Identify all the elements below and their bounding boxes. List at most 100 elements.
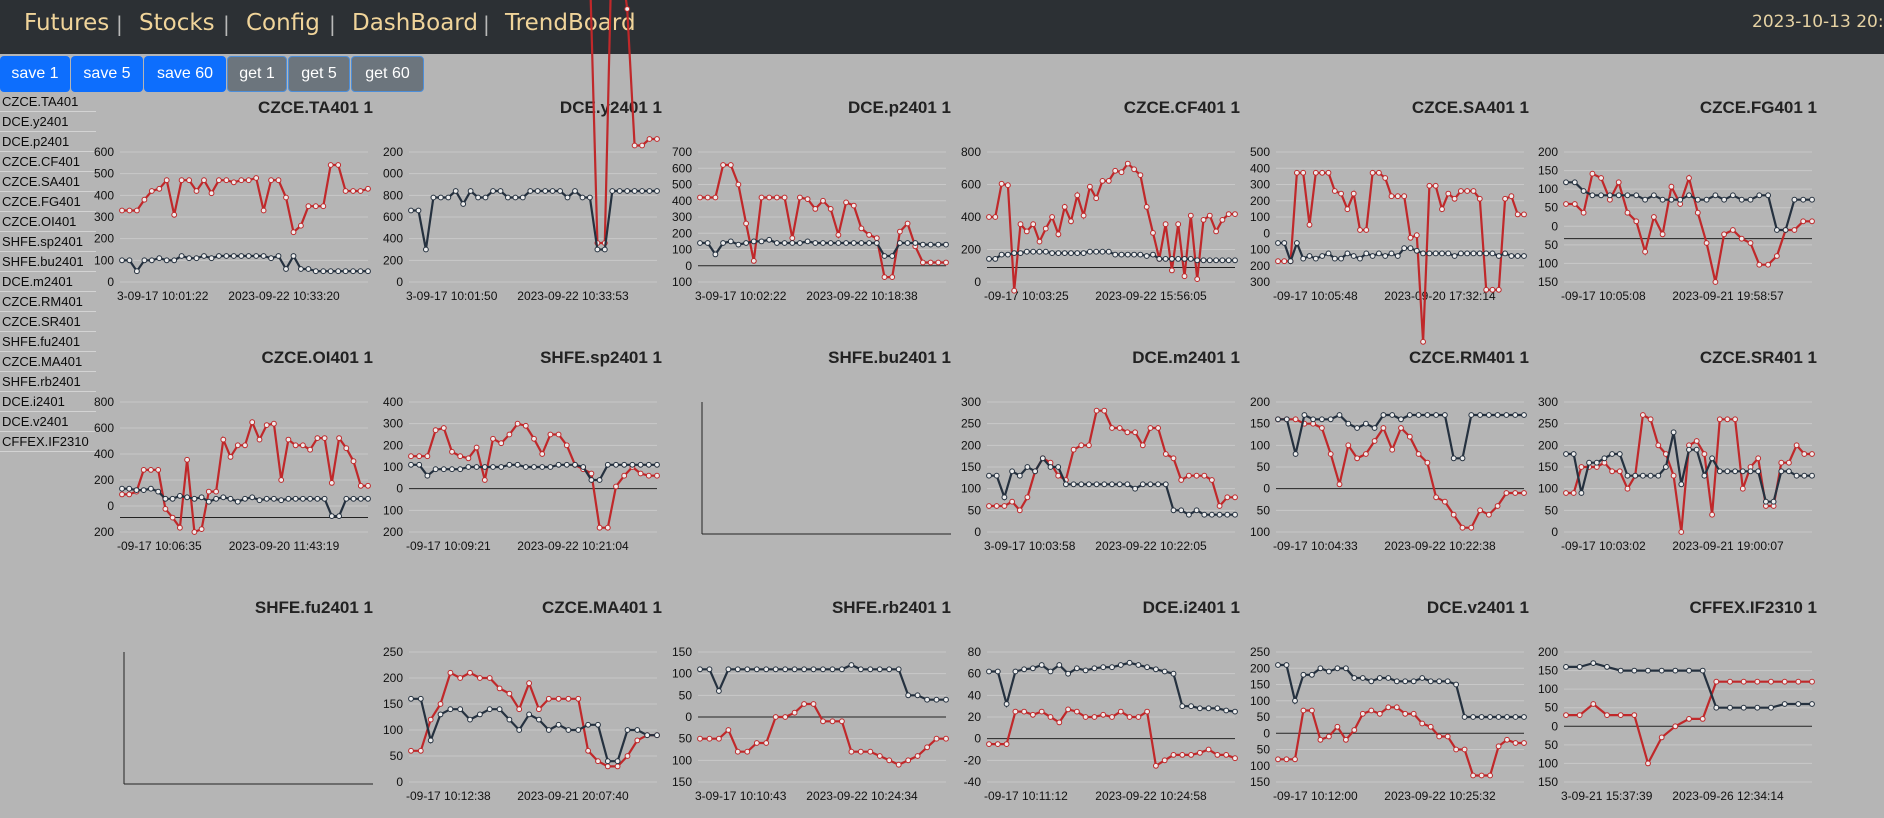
data-point: [1624, 472, 1631, 479]
data-point: [1385, 675, 1392, 681]
data-point: [1143, 204, 1150, 210]
data-point: [1521, 412, 1527, 418]
sidebar-item-dce-v2401[interactable]: DCE.v2401: [0, 412, 96, 432]
data-point: [424, 453, 431, 460]
x-tick-label: 2023-09-22 10:22:38: [1384, 539, 1496, 553]
sidebar-item-czce-oi401[interactable]: CZCE.OI401: [0, 212, 96, 232]
data-point: [1116, 481, 1123, 488]
sidebar-item-czce-sa401[interactable]: CZCE.SA401: [0, 172, 96, 192]
y-tick-label: 200: [383, 145, 403, 159]
data-point: [1310, 416, 1316, 423]
data-point: [1099, 248, 1106, 255]
data-point: [1292, 756, 1298, 763]
data-point: [920, 259, 926, 266]
data-point: [1478, 714, 1485, 720]
y-tick-label: 400: [961, 210, 981, 224]
data-point: [512, 194, 519, 201]
data-point: [827, 240, 834, 246]
data-point: [1476, 250, 1483, 257]
data-point: [563, 461, 570, 468]
data-point: [1795, 701, 1802, 707]
data-point: [1357, 227, 1363, 233]
nav-stocks[interactable]: Stocks: [139, 10, 215, 36]
get-5-button[interactable]: get 5: [288, 56, 350, 92]
data-point: [408, 453, 414, 460]
y-tick-label: 100: [1250, 525, 1270, 539]
data-point: [1495, 253, 1502, 259]
data-point: [1487, 714, 1493, 720]
get-60-button[interactable]: get 60: [351, 56, 424, 92]
data-point: [1012, 708, 1019, 715]
data-point: [1809, 196, 1815, 203]
y-tick-label: 200: [1250, 661, 1270, 675]
data-point: [1686, 667, 1692, 674]
data-point: [588, 470, 595, 477]
sidebar-item-cffex-if2310[interactable]: CFFEX.IF2310: [0, 432, 96, 452]
sidebar-item-dce-p2401[interactable]: DCE.p2401: [0, 132, 96, 152]
data-point: [1647, 416, 1654, 423]
data-point: [1144, 708, 1150, 715]
nav-dashboard[interactable]: DashBoard: [352, 10, 478, 36]
sidebar-item-czce-rm401[interactable]: CZCE.RM401: [0, 292, 96, 312]
data-point: [1413, 247, 1420, 254]
nav-futures[interactable]: Futures: [24, 10, 110, 36]
x-tick-label: 3-09-17 10:01:22: [117, 289, 209, 303]
get-1-button[interactable]: get 1: [227, 56, 287, 92]
sidebar-item-shfe-sp2401[interactable]: SHFE.sp2401: [0, 232, 96, 252]
data-point: [1354, 425, 1360, 431]
data-point: [268, 255, 275, 262]
data-point: [866, 232, 872, 238]
sidebar-item-dce-y2401[interactable]: DCE.y2401: [0, 112, 96, 132]
data-point: [1394, 193, 1401, 200]
data-point: [735, 241, 742, 248]
data-point: [1663, 464, 1669, 470]
data-point: [839, 718, 845, 725]
data-point: [526, 711, 532, 718]
data-point: [457, 675, 464, 681]
data-point: [1642, 248, 1648, 255]
sidebar-item-shfe-fu2401[interactable]: SHFE.fu2401: [0, 332, 96, 352]
data-point: [1338, 255, 1344, 262]
data-point: [654, 461, 660, 468]
sidebar-item-shfe-bu2401[interactable]: SHFE.bu2401: [0, 252, 96, 272]
data-point: [1225, 211, 1232, 218]
save-1-button[interactable]: save 1: [0, 56, 70, 92]
sidebar-item-czce-fg401[interactable]: CZCE.FG401: [0, 192, 96, 212]
data-point: [1344, 250, 1351, 257]
data-point: [1521, 253, 1527, 259]
nav-config[interactable]: Config: [246, 10, 320, 36]
y-tick-label: 400: [383, 232, 403, 246]
data-point: [646, 188, 653, 194]
y-tick-label: 50: [679, 688, 693, 702]
data-point: [555, 431, 562, 438]
save-60-button[interactable]: save 60: [144, 56, 226, 92]
data-point: [1344, 206, 1351, 213]
data-point: [1640, 412, 1646, 418]
y-tick-label: 200: [961, 243, 981, 257]
sidebar-item-shfe-rb2401[interactable]: SHFE.rb2401: [0, 372, 96, 392]
data-point: [804, 196, 811, 203]
sidebar-item-czce-sr401[interactable]: CZCE.SR401: [0, 312, 96, 332]
sidebar-item-czce-cf401[interactable]: CZCE.CF401: [0, 152, 96, 172]
y-tick-label: 50: [390, 749, 404, 763]
data-point: [1732, 468, 1738, 475]
sidebar-item-czce-ma401[interactable]: CZCE.MA401: [0, 352, 96, 372]
data-point: [536, 716, 542, 723]
data-point: [1338, 190, 1344, 197]
data-point: [1451, 253, 1458, 259]
data-point: [812, 240, 819, 246]
data-point: [163, 177, 170, 184]
sidebar-item-dce-i2401[interactable]: DCE.i2401: [0, 392, 96, 412]
sidebar-item-dce-m2401[interactable]: DCE.m2401: [0, 272, 96, 292]
data-point: [1716, 416, 1723, 423]
data-point: [1410, 678, 1417, 685]
nav-trendboard[interactable]: TrendBoard: [505, 10, 636, 36]
data-point: [743, 240, 749, 246]
sidebar-item-czce-ta401[interactable]: CZCE.TA401: [0, 92, 96, 112]
y-tick-label: 400: [383, 395, 403, 409]
data-point: [490, 188, 496, 194]
save-5-button[interactable]: save 5: [71, 56, 143, 92]
data-point: [1225, 257, 1232, 264]
data-point: [314, 495, 321, 502]
y-tick-label: 200: [1538, 145, 1558, 159]
